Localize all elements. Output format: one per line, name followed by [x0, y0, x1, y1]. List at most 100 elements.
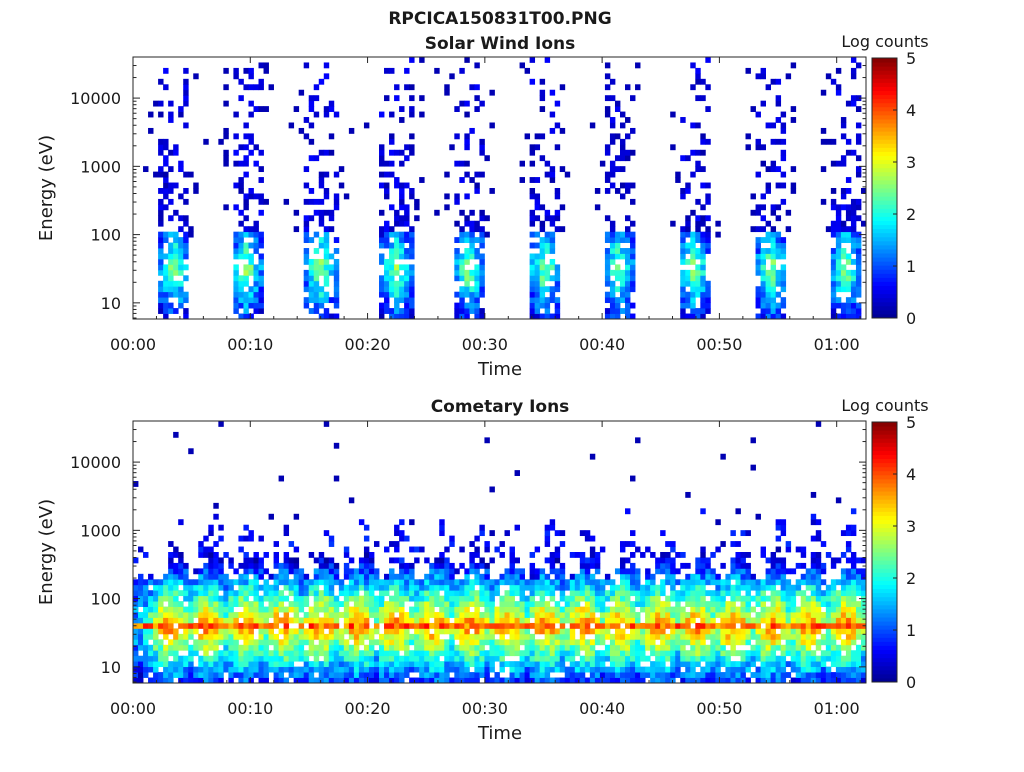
heatmap-cell: [775, 661, 782, 668]
heatmap-cell: [203, 584, 209, 591]
heatmap-cell: [695, 584, 701, 591]
heatmap-cell: [770, 666, 777, 673]
heatmap-cell: [343, 666, 350, 673]
heatmap-cell: [389, 149, 395, 156]
heatmap-cell: [584, 644, 591, 651]
heatmap-cell: [775, 519, 782, 526]
heatmap-cell: [614, 639, 621, 646]
heatmap-cell: [223, 644, 229, 651]
heatmap-cell: [409, 242, 415, 249]
heatmap-cell: [313, 248, 320, 254]
heatmap-cell: [850, 524, 857, 531]
heatmap-cell: [298, 677, 305, 684]
heatmap-cell: [188, 606, 194, 613]
heatmap-cell: [524, 650, 531, 657]
heatmap-cell: [645, 595, 651, 602]
heatmap-cell: [760, 302, 766, 309]
heatmap-cell: [409, 590, 415, 597]
heatmap-cell: [695, 198, 701, 205]
heatmap-cell: [559, 568, 566, 575]
heatmap-cell: [675, 639, 681, 646]
heatmap-cell: [208, 612, 214, 618]
heatmap-cell: [700, 275, 706, 282]
heatmap-cell: [790, 595, 797, 602]
heatmap-cell: [233, 617, 239, 624]
heatmap-cell: [850, 226, 857, 233]
heatmap-cell: [318, 573, 325, 580]
heatmap-cell: [695, 661, 701, 668]
heatmap-cell: [138, 617, 144, 624]
x-tick-label: 01:00: [814, 699, 860, 718]
heatmap-cell: [368, 650, 375, 657]
colorbar-segment: [872, 466, 897, 472]
heatmap-cell: [158, 111, 164, 118]
heatmap-cell: [730, 639, 736, 646]
heatmap-cell: [479, 308, 485, 314]
heatmap-cell: [283, 612, 290, 618]
heatmap-cell: [318, 182, 325, 189]
heatmap-cell: [745, 677, 751, 684]
heatmap-cell: [464, 601, 470, 607]
heatmap-cell: [178, 622, 184, 629]
heatmap-cell: [323, 677, 330, 684]
heatmap-cell: [549, 633, 556, 640]
heatmap-cell: [343, 590, 350, 597]
heatmap-cell: [695, 215, 701, 222]
heatmap-cell: [529, 644, 536, 651]
heatmap-cell: [283, 617, 290, 624]
heatmap-cell: [740, 584, 746, 591]
heatmap-cell: [539, 639, 546, 646]
heatmap-cell: [208, 562, 214, 569]
heatmap-cell: [554, 628, 561, 635]
heatmap-cell: [283, 579, 290, 586]
heatmap-cell: [238, 275, 244, 282]
heatmap-cell: [775, 313, 782, 320]
heatmap-cell: [248, 193, 254, 200]
heatmap-cell: [775, 579, 782, 586]
heatmap-cell: [303, 573, 310, 580]
colorbar-segment: [872, 301, 897, 307]
heatmap-cell: [298, 666, 305, 673]
heatmap-cell: [519, 590, 525, 597]
heatmap-cell: [710, 661, 716, 668]
heatmap-cell: [604, 650, 611, 657]
heatmap-cell: [429, 672, 435, 678]
heatmap-cell: [554, 546, 561, 553]
heatmap-cell: [630, 590, 636, 597]
heatmap-cell: [765, 568, 772, 575]
heatmap-cell: [755, 617, 761, 624]
heatmap-cell: [273, 655, 279, 662]
heatmap-cell: [173, 666, 179, 673]
heatmap-cell: [780, 198, 787, 205]
heatmap-cell: [604, 291, 611, 298]
heatmap-cell: [800, 562, 807, 569]
heatmap-cell: [630, 672, 636, 678]
heatmap-cell: [825, 672, 832, 678]
heatmap-cell: [358, 595, 365, 602]
heatmap-cell: [389, 617, 395, 624]
heatmap-cell: [404, 144, 410, 151]
heatmap-cell: [313, 595, 320, 602]
heatmap-cell: [529, 160, 536, 167]
heatmap-cell: [158, 188, 164, 194]
heatmap-cell: [328, 622, 335, 629]
heatmap-cell: [750, 628, 756, 635]
heatmap-cell: [449, 633, 455, 640]
heatmap-cell: [775, 138, 782, 145]
heatmap-cell: [665, 557, 671, 564]
heatmap-cell: [619, 144, 626, 151]
heatmap-cell: [353, 672, 360, 678]
heatmap-cell: [715, 231, 721, 238]
heatmap-cell: [860, 650, 867, 657]
heatmap-cell: [524, 622, 531, 629]
heatmap-cell: [173, 182, 179, 189]
colorbar-segment: [872, 143, 897, 148]
heatmap-cell: [775, 166, 782, 173]
heatmap-cell: [358, 562, 365, 569]
heatmap-cell: [243, 231, 249, 238]
heatmap-cell: [549, 568, 556, 575]
heatmap-cell: [660, 655, 666, 662]
heatmap-cell: [720, 541, 726, 547]
heatmap-cell: [303, 579, 310, 586]
